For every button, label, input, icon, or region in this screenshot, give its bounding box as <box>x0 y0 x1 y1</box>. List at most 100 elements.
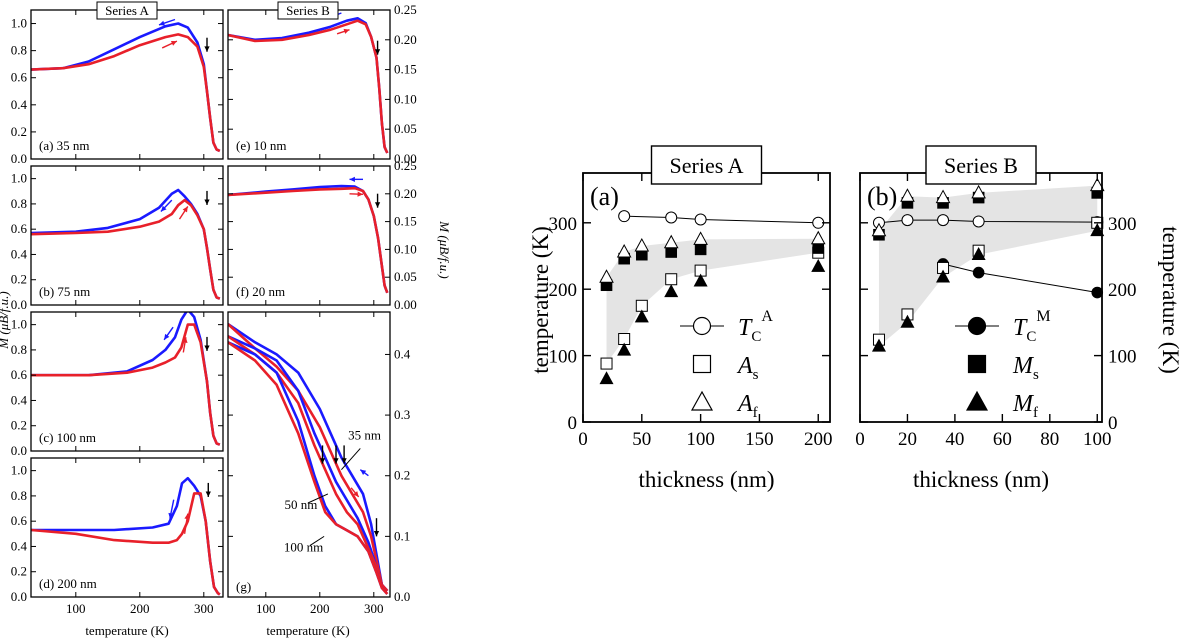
x-tick-label: 0 <box>855 429 865 450</box>
legend-label-main: M <box>1012 391 1035 417</box>
y-tick-label-right: 0.25 <box>394 158 417 173</box>
x-tick-label: 40 <box>945 429 964 450</box>
x-tick-label: 100 <box>1083 429 1112 450</box>
data-point-Mf <box>871 338 886 352</box>
series-line-cooling <box>31 22 221 153</box>
series-line-cooling <box>31 312 221 446</box>
data-point-Af <box>935 189 951 204</box>
y-tick-label: 0.6 <box>11 70 28 85</box>
panel-frame <box>30 9 224 160</box>
y-tick-label: 1.0 <box>11 16 27 31</box>
legend-label: Ms <box>1012 353 1039 383</box>
y-tick-label: 0.2 <box>11 418 27 433</box>
series-line-100-nm-heating <box>228 341 389 595</box>
y-tick-label: 0.0 <box>11 443 27 458</box>
series-line <box>624 215 819 224</box>
series-line-100-nm-cooling <box>228 341 389 595</box>
annotation-leader <box>307 493 329 504</box>
data-point-Af-(cooling) <box>617 342 632 356</box>
legend-label: Mf <box>1012 391 1038 421</box>
legend-label-sup: M <box>1036 308 1050 325</box>
series-line-35-nm-heating <box>228 323 389 592</box>
annotation-100nm: 100 nm <box>284 540 323 555</box>
data-point-Af <box>599 269 614 283</box>
y-tick-label: 0.4 <box>11 538 28 553</box>
curve-direction-arrow-head <box>349 176 355 182</box>
series-line-35-nm-cooling <box>228 323 389 592</box>
y-tick-label: 0.2 <box>11 124 27 139</box>
x-tick-label: 0 <box>578 429 588 450</box>
curve-direction-arrow-head <box>360 469 367 475</box>
data-point-Af <box>971 184 986 199</box>
transition-arrow-head <box>204 345 210 351</box>
y-tick-label-right: 0.25 <box>394 2 417 17</box>
data-point-Af-(cooling) <box>664 284 679 298</box>
y-tick-label-right: 300 <box>1108 214 1137 235</box>
y-tick-label: 0.0 <box>11 589 27 604</box>
y-tick-label: 300 <box>549 214 578 235</box>
data-point-TC-A <box>665 211 678 224</box>
y-tick-label: 1.0 <box>11 171 27 186</box>
curves-layer <box>31 12 1105 596</box>
transition-arrow-head <box>374 202 381 208</box>
y-tick-label: 0.4 <box>11 97 28 112</box>
transition-arrow-head <box>319 458 326 464</box>
curve-direction-arrow-head <box>164 333 170 340</box>
curve-direction-arrow-head <box>353 491 359 497</box>
data-point-Af <box>900 188 915 202</box>
y-tick-label: 0.6 <box>11 367 28 382</box>
data-point-TC-A <box>694 213 707 226</box>
legend-label-sub: f <box>1033 405 1038 421</box>
transition-arrow-head <box>341 458 347 464</box>
y-tick-label: 0.8 <box>11 43 27 58</box>
x-tick-label: 50 <box>632 429 651 450</box>
y-tick-label-right: 0.15 <box>394 214 417 229</box>
x-tick-label: 60 <box>993 429 1012 450</box>
x-tick-label: 20 <box>898 429 917 450</box>
panel-label: (b) 75 nm <box>39 284 90 299</box>
data-point-Af <box>634 237 650 252</box>
panel-label: (a) 35 nm <box>39 138 90 153</box>
series-line-cooling <box>228 184 389 294</box>
y-axis-title-right: temperature (K) <box>1158 226 1183 374</box>
curve-direction-arrow-head <box>170 41 177 46</box>
y-tick-label: 200 <box>549 280 578 301</box>
legend-label-sup: A <box>761 308 773 325</box>
series-title: Series A <box>105 3 149 18</box>
y-tick-label-right: 0.05 <box>394 269 417 284</box>
y-tick-label-right: 100 <box>1108 347 1137 368</box>
data-point-Af <box>810 230 826 245</box>
legend-label: TCA <box>738 308 773 345</box>
data-point-TC-A <box>937 214 950 227</box>
series-line-cooling <box>228 17 389 154</box>
series-title-box <box>650 145 763 185</box>
annotation-35nm: 35 nm <box>348 427 381 442</box>
transition-arrow-head <box>204 46 210 52</box>
data-point-TC-A <box>618 210 631 223</box>
legend-marker-circle <box>692 316 712 336</box>
legend-marker-square <box>692 354 712 374</box>
data-point-TC-A <box>901 214 914 227</box>
legend-label-sub: C <box>751 329 761 345</box>
curve-direction-arrow-head <box>357 191 363 197</box>
y-tick-label-right: 0 <box>1108 413 1118 434</box>
legend-marker-triangle <box>965 390 989 411</box>
y-tick-label: 0.6 <box>11 221 28 236</box>
legend-marker-circle <box>967 316 987 336</box>
hysteresis-band <box>606 238 819 364</box>
series-title: Series B <box>286 3 330 18</box>
panel-frame <box>30 165 224 306</box>
data-point-Mf <box>1090 223 1105 237</box>
legend-marker-triangle <box>690 390 714 411</box>
legend-label-main: A <box>736 391 753 417</box>
y-tick-label-right: 0.0 <box>394 589 410 604</box>
transition-arrow-head <box>204 199 210 205</box>
panel-frame <box>227 311 391 598</box>
panel-label: (g) <box>236 579 251 594</box>
annotation-leader <box>309 535 325 546</box>
panel-label: (d) 200 nm <box>39 576 97 591</box>
legend-label: TCM <box>1013 308 1051 345</box>
data-point-Af-(cooling) <box>693 273 708 287</box>
y-tick-label: 0 <box>568 413 578 434</box>
x-tick-label: 300 <box>194 601 214 616</box>
